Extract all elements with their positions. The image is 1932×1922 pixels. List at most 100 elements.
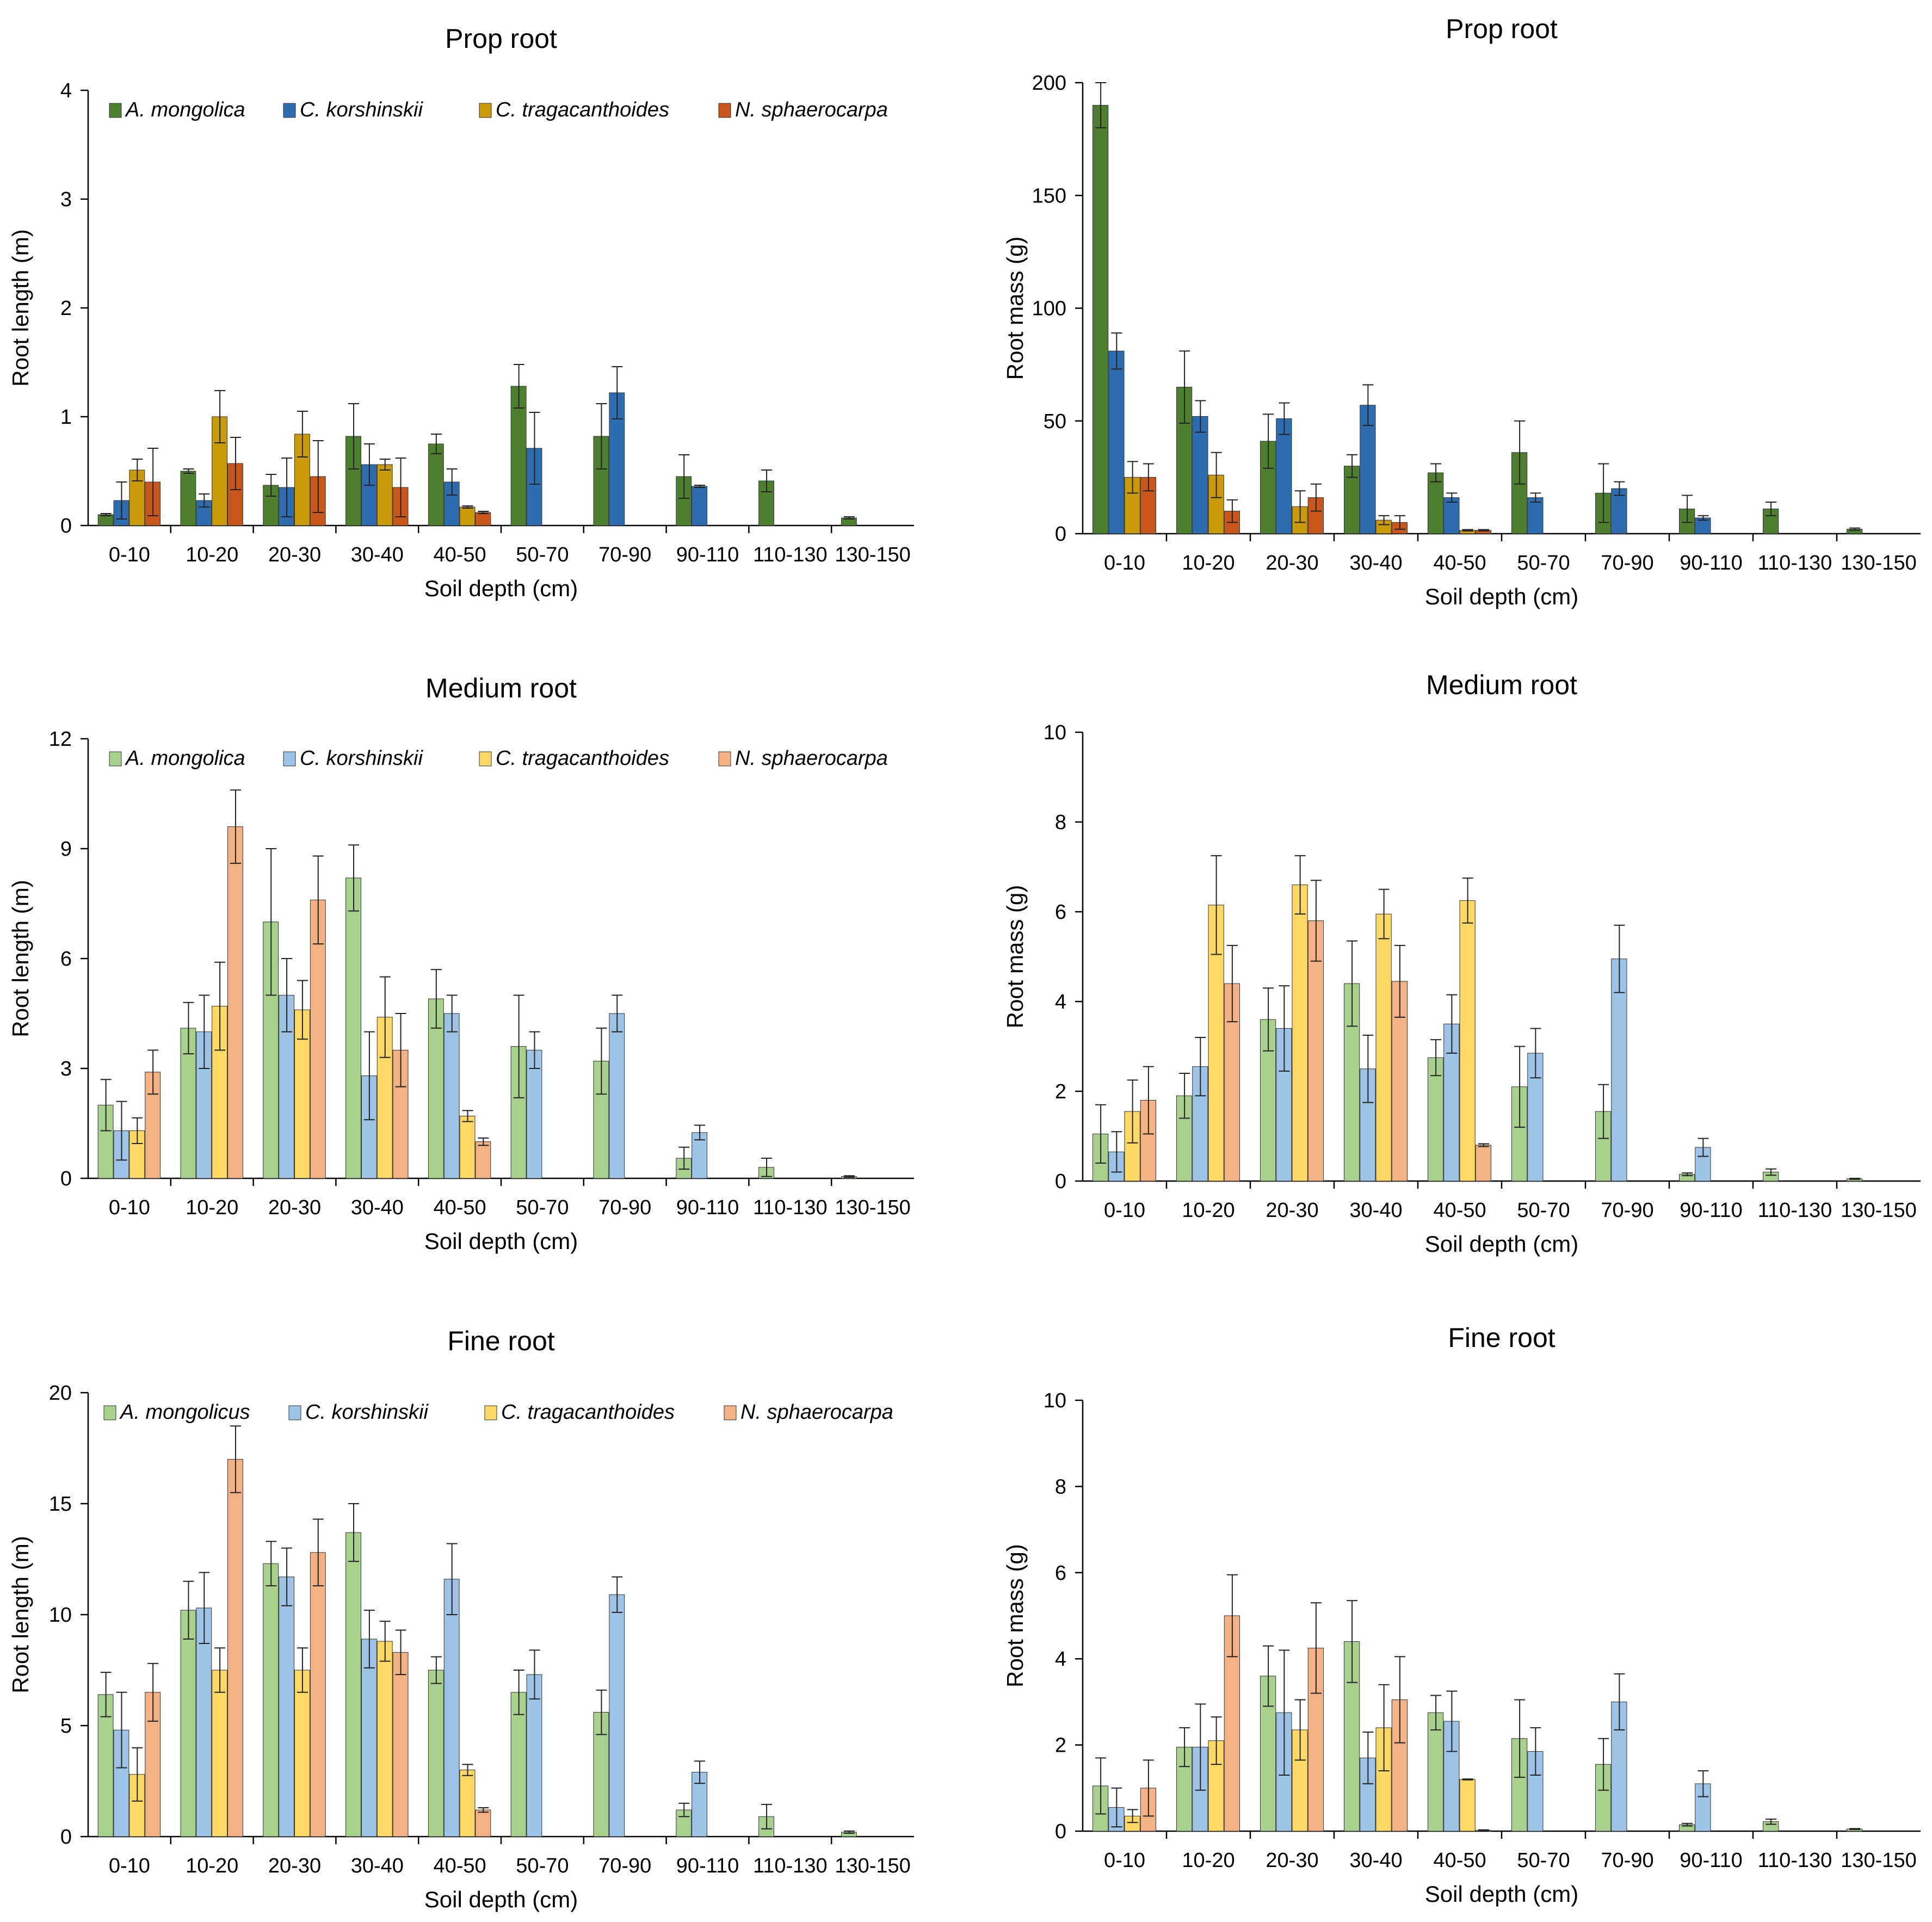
x-tick-label: 50-70 bbox=[516, 1855, 569, 1877]
legend-swatch bbox=[283, 103, 296, 118]
x-tick-label: 90-110 bbox=[676, 1196, 739, 1219]
x-tick-label: 110-130 bbox=[753, 543, 828, 566]
x-tick-label: 70-90 bbox=[1601, 1199, 1653, 1222]
bar bbox=[475, 1141, 491, 1179]
y-tick-label: 3 bbox=[60, 188, 72, 211]
y-axis-label: Root length (m) bbox=[8, 229, 33, 386]
bar bbox=[310, 1552, 326, 1837]
bar bbox=[609, 1594, 625, 1837]
x-tick-label: 10-20 bbox=[1182, 552, 1234, 574]
bar bbox=[1611, 959, 1627, 1182]
bar bbox=[263, 1563, 279, 1837]
y-axis-label: Root mass (g) bbox=[1002, 1544, 1028, 1688]
x-tick-label: 10-20 bbox=[186, 1855, 238, 1877]
x-tick-label: 130-150 bbox=[1841, 552, 1916, 574]
x-tick-label: 0-10 bbox=[109, 543, 150, 566]
bar bbox=[428, 1670, 444, 1837]
bar bbox=[1427, 472, 1444, 534]
x-tick-label: 130-150 bbox=[1841, 1849, 1916, 1872]
x-tick-label: 90-110 bbox=[676, 543, 739, 566]
chart-panel-top-left: Prop root 0 1 2 3 4 Soil depth (cm) Root length… bbox=[8, 23, 914, 601]
legend-item: A. mongolicus bbox=[119, 1401, 250, 1424]
chart-title: Prop root bbox=[445, 23, 557, 54]
x-tick-label: 0-10 bbox=[1104, 1199, 1145, 1222]
x-tick-label: 40-50 bbox=[1433, 552, 1486, 574]
legend-swatch bbox=[109, 103, 122, 118]
y-tick-label: 0 bbox=[60, 1826, 72, 1849]
x-tick-label: 110-130 bbox=[753, 1855, 828, 1877]
x-tick-label: 40-50 bbox=[433, 1855, 486, 1877]
x-tick-label: 30-40 bbox=[1349, 1849, 1402, 1872]
bar bbox=[392, 1049, 409, 1179]
y-tick-label: 100 bbox=[1032, 298, 1066, 320]
legend-item: C. korshinskii bbox=[300, 747, 423, 770]
bar bbox=[1192, 416, 1208, 534]
chart-title: Medium root bbox=[425, 673, 577, 703]
bar bbox=[227, 1459, 243, 1837]
x-tick-label: 10-20 bbox=[186, 1196, 238, 1219]
x-tick-label: 30-40 bbox=[351, 543, 404, 566]
bar bbox=[180, 471, 196, 526]
x-tick-label: 40-50 bbox=[1433, 1199, 1486, 1222]
legend: A. mongolica C. korshinskii C. tragacantho… bbox=[109, 747, 888, 770]
y-tick-label: 20 bbox=[49, 1382, 72, 1405]
legend-swatch bbox=[109, 751, 122, 767]
y-tick-label: 6 bbox=[1055, 1562, 1066, 1585]
legend-item: C. tragacanthoides bbox=[501, 1401, 675, 1424]
x-tick-label: 50-70 bbox=[1517, 552, 1570, 574]
bar bbox=[212, 1670, 228, 1837]
bar bbox=[345, 877, 361, 1179]
x-tick-label: 30-40 bbox=[351, 1196, 404, 1219]
x-axis-label: Soil depth (cm) bbox=[424, 1228, 578, 1254]
x-tick-label: 130-150 bbox=[835, 543, 910, 566]
bar bbox=[361, 1639, 377, 1837]
x-tick-label: 50-70 bbox=[516, 543, 569, 566]
bar bbox=[510, 386, 527, 526]
x-tick-label: 20-30 bbox=[268, 543, 321, 566]
y-tick-label: 1 bbox=[60, 406, 72, 429]
y-tick-label: 0 bbox=[60, 515, 72, 537]
x-tick-label: 10-20 bbox=[186, 543, 238, 566]
y-tick-label: 5 bbox=[60, 1715, 72, 1738]
bar bbox=[1292, 885, 1308, 1182]
x-tick-label: 110-130 bbox=[1758, 1849, 1832, 1872]
y-tick-label: 10 bbox=[1044, 1389, 1066, 1412]
bar bbox=[692, 486, 707, 526]
chart-title: Fine root bbox=[1448, 1322, 1555, 1353]
bar bbox=[1360, 405, 1376, 534]
bar bbox=[459, 1770, 476, 1837]
legend-item: N. sphaerocarpa bbox=[735, 98, 888, 121]
bar bbox=[196, 1608, 212, 1837]
x-axis-label: Soil depth (cm) bbox=[424, 1887, 578, 1912]
bar bbox=[97, 1694, 114, 1837]
x-tick-label: 20-30 bbox=[268, 1855, 321, 1877]
x-tick-label: 70-90 bbox=[1601, 1849, 1653, 1872]
x-tick-label: 30-40 bbox=[1349, 552, 1402, 574]
legend-item: N. sphaerocarpa bbox=[740, 1401, 893, 1424]
bar bbox=[345, 1532, 361, 1837]
x-tick-label: 30-40 bbox=[1349, 1199, 1402, 1222]
bar bbox=[1092, 104, 1109, 534]
bar bbox=[526, 1674, 542, 1837]
x-tick-label: 40-50 bbox=[1433, 1849, 1486, 1872]
x-tick-label: 130-150 bbox=[835, 1196, 910, 1219]
legend-item: N. sphaerocarpa bbox=[735, 747, 888, 770]
y-tick-label: 8 bbox=[1055, 811, 1066, 834]
legend-swatch bbox=[283, 751, 296, 767]
y-tick-label: 150 bbox=[1032, 184, 1066, 207]
chart-panel-top-right: Prop root 0 50 100 150 200 Soil depth (cm) Root… bbox=[1002, 14, 1921, 609]
bar bbox=[475, 1809, 491, 1837]
x-tick-label: 40-50 bbox=[433, 543, 486, 566]
x-tick-label: 110-130 bbox=[1758, 552, 1832, 574]
legend-swatch bbox=[479, 103, 492, 118]
x-tick-label: 90-110 bbox=[1680, 1199, 1743, 1222]
y-tick-label: 12 bbox=[49, 728, 72, 751]
x-tick-label: 90-110 bbox=[1680, 552, 1743, 574]
bar bbox=[310, 899, 326, 1179]
x-tick-label: 50-70 bbox=[1517, 1199, 1570, 1222]
x-tick-label: 10-20 bbox=[1182, 1849, 1234, 1872]
legend-item: A. mongolica bbox=[125, 98, 245, 121]
y-tick-label: 0 bbox=[60, 1167, 72, 1190]
bar bbox=[227, 826, 243, 1179]
